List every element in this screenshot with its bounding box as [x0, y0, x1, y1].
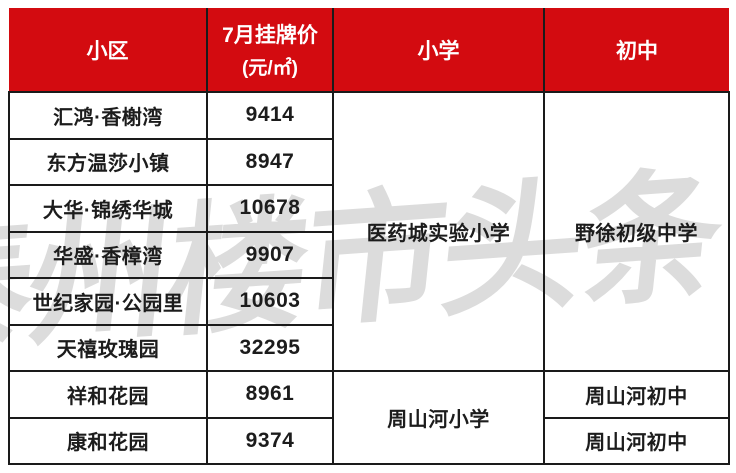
price-cell: 8961 [206, 370, 334, 419]
table-row: 天禧玫瑰园 32295 [8, 323, 729, 372]
middle-school-cell: 周山河初中 [543, 416, 730, 465]
community-cell: 世纪家园·公园里 [8, 277, 208, 326]
table-row: 祥和花园 8961 周山河小学 周山河初中 [8, 370, 730, 465]
table-row: 康和花园 9374 周山河初中 [8, 416, 730, 465]
price-cell: 9414 [206, 91, 334, 140]
middle-school-cell: 周山河初中 [543, 370, 730, 419]
community-cell: 大华·锦绣华城 [8, 184, 208, 233]
community-cell: 华盛·香樟湾 [8, 230, 208, 279]
table-row: 东方温莎小镇 8947 [8, 137, 729, 186]
price-cell: 10678 [206, 184, 334, 233]
table-row: 世纪家园·公园里 10603 [8, 277, 729, 326]
table-row: 华盛·香樟湾 9907 [8, 230, 729, 279]
price-cell: 9374 [206, 416, 334, 465]
price-cell: 10603 [206, 277, 334, 326]
community-cell: 汇鸿·香榭湾 [8, 91, 208, 140]
table-row: 汇鸿·香榭湾 9414 医药城实验小学 野徐初级中学 [8, 91, 730, 372]
community-cell: 祥和花园 [8, 370, 208, 419]
table-row: 大华·锦绣华城 10678 [8, 184, 729, 233]
price-table: 小区 7月挂牌价 (元/㎡) 小学 初中 汇鸿·香榭湾 9414 医药城实验小学… [8, 8, 730, 465]
table-header: 小区 7月挂牌价 (元/㎡) 小学 初中 [9, 8, 729, 93]
community-cell: 东方温莎小镇 [8, 137, 208, 186]
col-header-elementary: 小学 [332, 8, 545, 93]
community-cell: 天禧玫瑰园 [8, 323, 208, 372]
elementary-school-cell: 医药城实验小学 [332, 91, 545, 372]
price-cell: 8947 [206, 137, 334, 186]
elementary-school-cell: 周山河小学 [332, 370, 545, 465]
col-header-community: 小区 [9, 8, 208, 93]
col-header-price-unit: (元/㎡) [242, 58, 298, 79]
middle-school-cell: 野徐初级中学 [543, 91, 730, 372]
col-header-price: 7月挂牌价 (元/㎡) [206, 8, 334, 93]
col-header-price-title: 7月挂牌价 [222, 24, 318, 47]
price-cell: 32295 [206, 323, 334, 372]
price-cell: 9907 [206, 230, 334, 279]
col-header-middle: 初中 [543, 8, 729, 93]
community-cell: 康和花园 [8, 416, 208, 465]
